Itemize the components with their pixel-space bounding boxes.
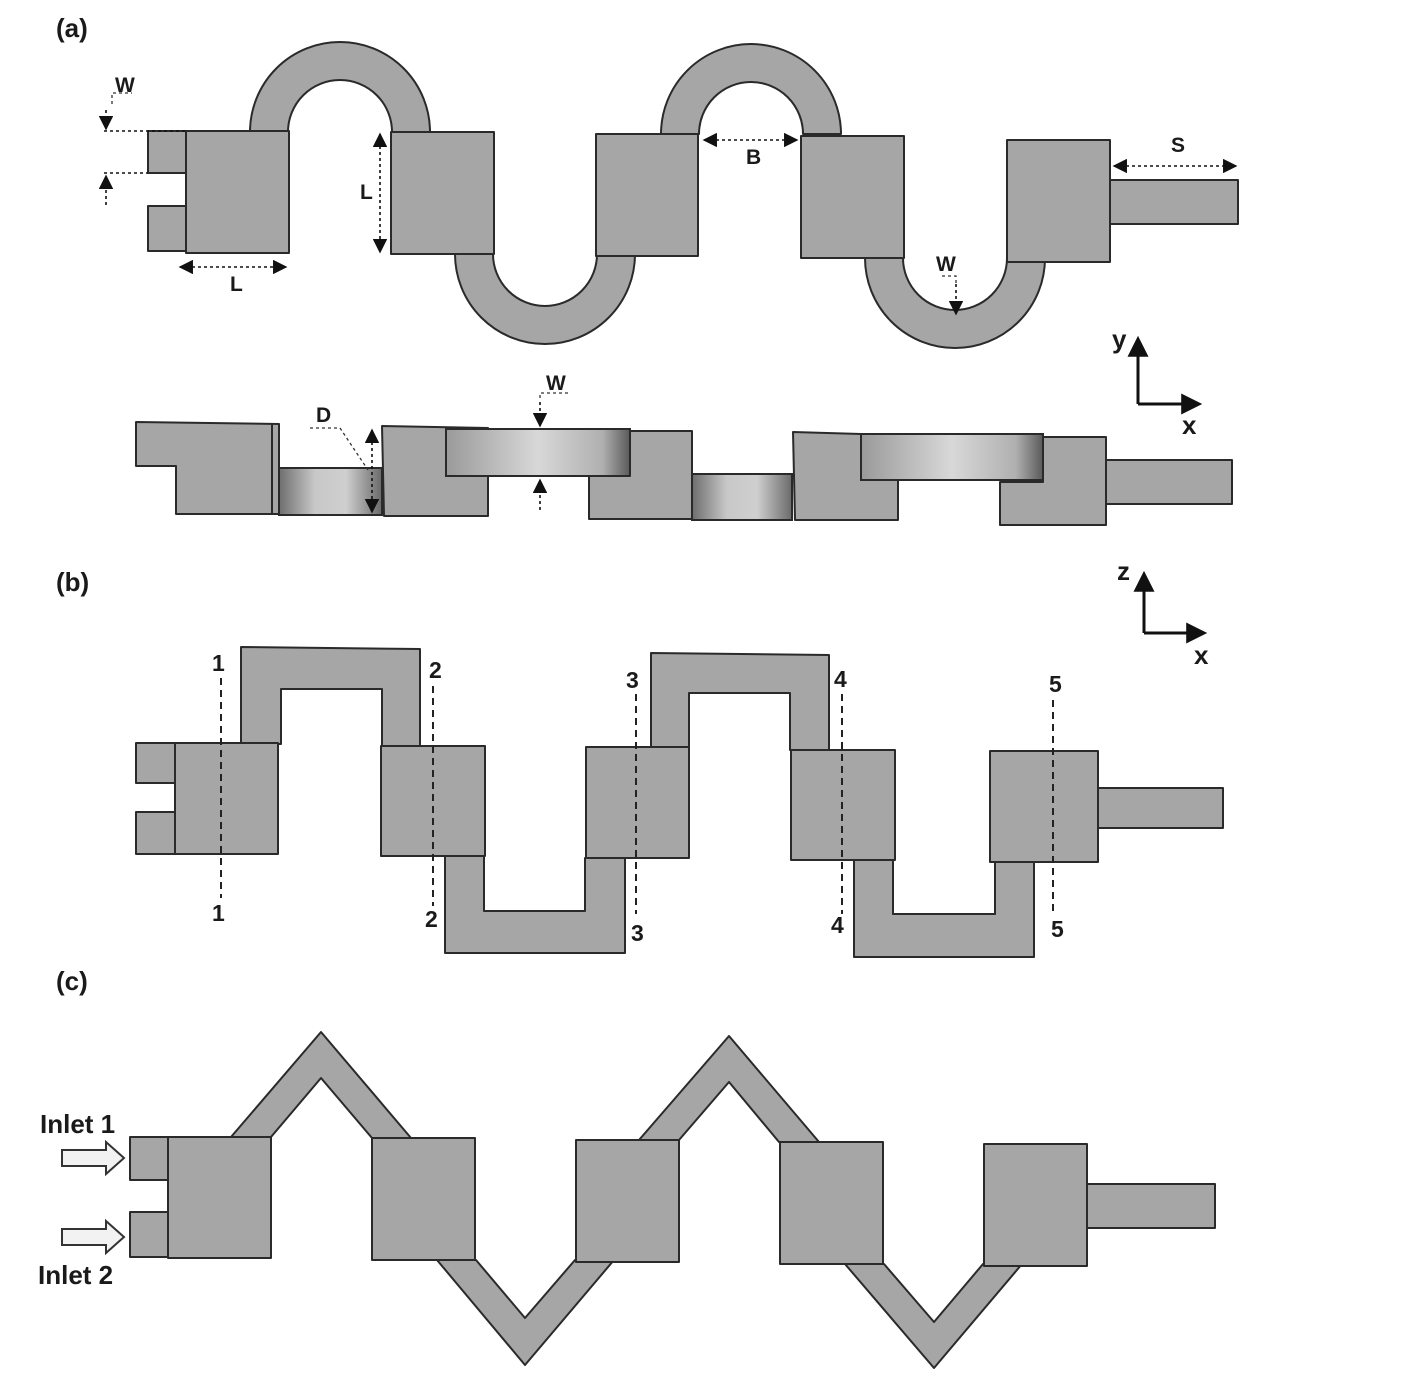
side-inlet-block: [135, 421, 280, 515]
chamber-5: [1006, 139, 1111, 263]
section-3-bottom: 3: [631, 920, 644, 946]
inlet-2-arrow-icon: [61, 1218, 126, 1256]
inlet-1-label: Inlet 1: [40, 1109, 115, 1139]
label-l-vertical: L: [360, 181, 373, 204]
c-chamber-5: [983, 1143, 1088, 1267]
b-inlet-prong-top: [135, 742, 177, 784]
b-inlet-prong-bottom: [135, 811, 177, 855]
c-top-zigzag-1: [230, 1031, 412, 1139]
dimension-l-horizontal: L: [178, 259, 288, 296]
c-inlet-prong-bottom: [129, 1211, 171, 1258]
label-l-horizontal: L: [230, 273, 243, 296]
arc-bottom-2: [864, 257, 1046, 349]
arc-bottom-1: [454, 253, 636, 345]
axis-label-z: z: [1117, 556, 1130, 586]
side-cylinder-2: [445, 428, 631, 477]
side-block-5: [999, 436, 1107, 526]
b-bottom-u-2: [853, 859, 1035, 958]
section-2-bottom: 2: [425, 906, 438, 932]
side-cylinder-1: [278, 467, 383, 516]
label-w-arc: W: [936, 253, 956, 276]
section-2-top: 2: [429, 657, 442, 683]
section-4-bottom: 4: [831, 912, 844, 938]
b-top-u-1: [240, 646, 421, 747]
c-inlet-prong-top: [129, 1136, 171, 1181]
side-outlet: [1105, 459, 1233, 505]
chamber-2: [390, 131, 495, 255]
inlet-arrows: Inlet 1 Inlet 2: [38, 1109, 126, 1290]
dimension-w-side: W: [532, 372, 568, 510]
section-3-top: 3: [626, 667, 639, 693]
panel-b-channels: [135, 646, 1224, 958]
section-4-top: 4: [834, 666, 847, 692]
b-chamber-5: [989, 750, 1099, 863]
panel-a-side-view: D W: [135, 372, 1233, 526]
c-chamber-4: [779, 1141, 884, 1265]
dimension-d: D: [310, 404, 380, 514]
axis-zx: z x: [1117, 556, 1209, 670]
label-d: D: [316, 404, 331, 427]
arc-top-1: [249, 41, 431, 133]
side-cylinder-4: [860, 433, 1044, 481]
chamber-4: [800, 135, 905, 259]
label-b: B: [746, 146, 761, 169]
c-bottom-zigzag-1: [436, 1259, 615, 1366]
b-top-u-2: [650, 652, 830, 751]
side-cylinder-3: [691, 473, 793, 521]
dimension-s: S: [1112, 134, 1238, 174]
outlet-channel: [1109, 179, 1239, 225]
b-outlet: [1097, 787, 1224, 829]
panel-c-channels: [129, 1031, 1216, 1369]
c-bottom-zigzag-2: [844, 1263, 1023, 1369]
label-w-inlet: W: [115, 74, 135, 97]
label-s: S: [1171, 134, 1185, 157]
section-1-top: 1: [212, 650, 225, 676]
label-w-side: W: [546, 372, 566, 395]
inlet-1-arrow-icon: [61, 1139, 126, 1177]
inlet-prong-top: [147, 130, 189, 174]
c-chamber-2: [371, 1137, 476, 1261]
arc-top-2: [660, 43, 842, 135]
panel-label-a: (a): [56, 13, 88, 43]
c-outlet: [1086, 1183, 1216, 1229]
side-block-3: [588, 430, 693, 520]
axis-label-x-b: x: [1194, 640, 1209, 670]
dimension-l-vertical: L: [360, 132, 388, 254]
section-5-bottom: 5: [1051, 916, 1064, 942]
section-5-top: 5: [1049, 671, 1062, 697]
panel-label-c: (c): [56, 966, 88, 996]
dimension-w-inlet: W: [98, 74, 188, 205]
inlet-prong-bottom: [147, 205, 189, 252]
c-chamber-1: [167, 1136, 272, 1259]
section-1-bottom: 1: [212, 900, 225, 926]
axis-label-x-a: x: [1182, 410, 1197, 440]
chamber-1: [185, 130, 290, 254]
section-lines: 1 1 2 2 3 3 4 4 5 5: [212, 650, 1064, 946]
inlet-2-label: Inlet 2: [38, 1260, 113, 1290]
axis-yx: y x: [1112, 324, 1203, 440]
b-chamber-1: [174, 742, 279, 855]
chamber-3: [595, 133, 699, 257]
dimension-w-arc: W: [936, 253, 964, 316]
dimension-b: B: [702, 132, 799, 169]
b-chamber-3: [585, 746, 690, 859]
panel-a-top-view: W L L B S W: [98, 41, 1239, 440]
b-bottom-u-1: [444, 855, 626, 954]
c-chamber-3: [575, 1139, 680, 1263]
c-top-zigzag-2: [638, 1035, 820, 1143]
axis-label-y: y: [1112, 324, 1127, 354]
panel-label-b: (b): [56, 567, 89, 597]
